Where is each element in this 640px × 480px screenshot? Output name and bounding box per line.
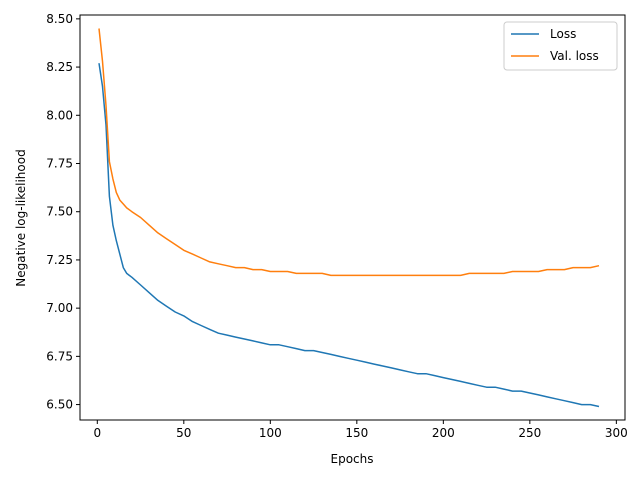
legend-label-val-loss: Val. loss	[550, 49, 599, 63]
y-axis: 6.50 6.75 7.00 7.25 7.50 7.75 8.00 8.25 8.50	[46, 12, 80, 412]
x-axis-title: Epochs	[331, 452, 374, 466]
x-tick-label: 100	[259, 426, 282, 440]
y-tick-label: 7.75	[46, 157, 73, 171]
y-tick-label: 8.50	[46, 12, 73, 26]
y-tick-label: 6.75	[46, 349, 73, 363]
x-tick-label: 250	[518, 426, 541, 440]
loss-line	[98, 63, 600, 408]
y-tick-label: 8.00	[46, 108, 73, 122]
x-tick-label: 300	[605, 426, 628, 440]
plot-frame	[79, 14, 626, 421]
x-tick-label: 0	[93, 426, 101, 440]
y-tick-label: 7.50	[46, 205, 73, 219]
x-tick-label: 150	[345, 426, 368, 440]
legend-label-loss: Loss	[550, 27, 576, 41]
plot-area	[80, 15, 625, 420]
x-tick-label: 200	[432, 426, 455, 440]
y-axis-title: Negative log-likelihood	[14, 149, 28, 286]
x-tick-label: 50	[176, 426, 191, 440]
x-axis: 0 50 100 150 200 250 300	[93, 420, 628, 440]
series-lines	[98, 28, 600, 408]
y-tick-label: 7.00	[46, 301, 73, 315]
y-tick-label: 6.50	[46, 398, 73, 412]
y-tick-label: 8.25	[46, 60, 73, 74]
legend: Loss Val. loss	[503, 21, 618, 71]
y-tick-label: 7.25	[46, 253, 73, 267]
val-loss-line	[98, 28, 600, 277]
